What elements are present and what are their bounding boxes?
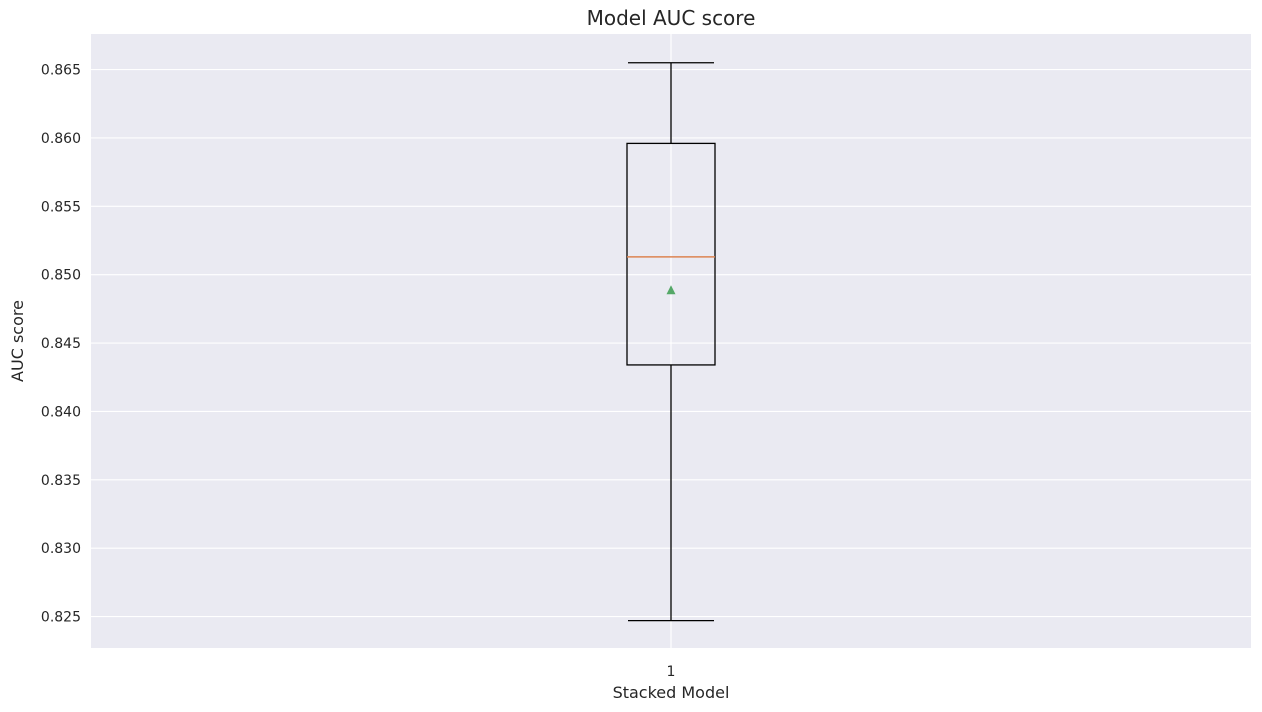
y-tick-label: 0.840 xyxy=(41,404,81,420)
x-tick-label: 1 xyxy=(667,664,676,680)
y-axis-ticks: 0.825 0.830 0.835 0.840 0.845 0.850 0.855 0.860… xyxy=(41,63,81,626)
box-plot-item xyxy=(626,62,716,622)
mean-marker xyxy=(666,285,676,295)
interquartile-box xyxy=(626,142,716,366)
y-tick-label: 0.865 xyxy=(41,63,81,79)
y-tick-label: 0.835 xyxy=(41,473,81,489)
y-tick-label: 0.825 xyxy=(41,610,81,626)
x-axis-ticks: 1 xyxy=(667,664,676,680)
y-axis-title: AUC score xyxy=(8,300,27,382)
chart-title: Model AUC score xyxy=(587,6,756,30)
y-tick-label: 0.845 xyxy=(41,336,81,352)
y-tick-label: 0.860 xyxy=(41,131,81,147)
y-tick-label: 0.830 xyxy=(41,541,81,557)
y-tick-label: 0.850 xyxy=(41,268,81,284)
y-tick-label: 0.855 xyxy=(41,199,81,215)
x-axis-title: Stacked Model xyxy=(613,683,730,702)
box-plot-series xyxy=(626,62,716,622)
